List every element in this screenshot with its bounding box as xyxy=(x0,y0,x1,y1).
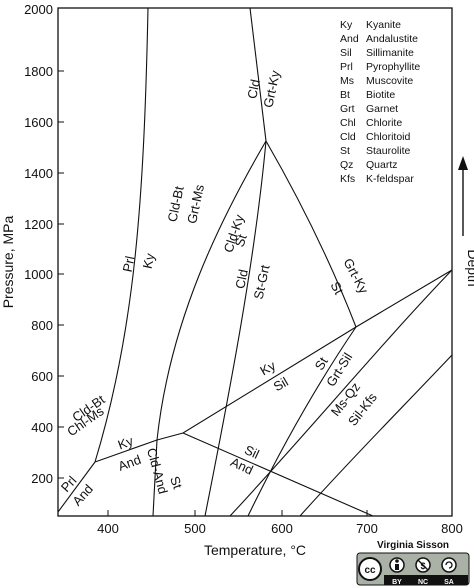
depth-arrow-head xyxy=(458,156,468,170)
license-strip xyxy=(384,575,468,585)
y-tick-200: 200 xyxy=(31,471,53,486)
x-tick-400: 400 xyxy=(97,521,119,536)
credit-author: Virginia Sisson xyxy=(377,540,449,551)
legend-name: Muscovite xyxy=(366,75,413,87)
legend-name: Sillimanite xyxy=(366,47,414,59)
license-badge: Virginia Sisson cc $ BY NC SA xyxy=(356,540,470,586)
legend-name: Garnet xyxy=(366,103,398,115)
label-cld-mid: Cld xyxy=(232,268,251,290)
curve-cld-st-grt xyxy=(204,140,267,517)
legend-abbr: Kfs xyxy=(340,173,355,185)
curve-st-grt-ky xyxy=(265,140,357,328)
legend-abbr: And xyxy=(340,33,359,45)
label-st-grt: St-Grt xyxy=(251,263,273,300)
label-st-bottom: St xyxy=(167,474,185,491)
legend-abbr: St xyxy=(340,145,350,157)
sa-icon xyxy=(441,557,457,573)
depth-label: Depth xyxy=(465,249,474,286)
reaction-curves xyxy=(57,7,453,517)
by-label: BY xyxy=(392,579,402,586)
field-labels: Prl Ky Cld-Bt Grt-Ms Cld Grt-Ky Cld-Ky S… xyxy=(58,69,380,509)
legend-abbr: Bt xyxy=(340,89,350,101)
depth-indicator: Depth xyxy=(458,156,474,287)
x-tick-700: 700 xyxy=(356,521,378,536)
x-tick-600: 600 xyxy=(271,521,293,536)
curve-cld-st-left xyxy=(152,140,267,517)
legend-abbr: Sil xyxy=(340,47,352,59)
curve-cld-grt-upper xyxy=(249,7,267,142)
y-tick-800: 800 xyxy=(31,318,53,333)
x-tick-800: 800 xyxy=(441,521,463,536)
legend-abbr: Grt xyxy=(340,103,355,115)
y-axis: 200 400 600 800 1000 1200 1400 1600 1800… xyxy=(0,2,64,486)
label-st-mid: St xyxy=(232,232,250,249)
sa-label: SA xyxy=(444,579,454,586)
curve-prl-ky xyxy=(94,7,149,463)
cc-icon-text: cc xyxy=(364,565,376,576)
plot-frame xyxy=(57,7,453,517)
legend-abbr: Cld xyxy=(340,131,356,143)
curve-ky-sil xyxy=(156,269,453,441)
y-tick-400: 400 xyxy=(31,420,53,435)
x-tick-500: 500 xyxy=(184,521,206,536)
legend-name: Pyrophyllite xyxy=(366,61,420,73)
curve-sil-kfs xyxy=(299,354,453,517)
svg-text:$: $ xyxy=(420,561,425,571)
label-grt-ky-top: Grt-Ky xyxy=(260,69,283,109)
curve-prl-and xyxy=(57,461,96,513)
y-tick-1400: 1400 xyxy=(24,166,53,181)
legend-abbr: Ky xyxy=(340,19,353,31)
legend-abbr: Ms xyxy=(340,75,354,87)
curve-ms-qz xyxy=(229,269,453,517)
cc-icon xyxy=(358,557,382,581)
x-axis: 400 500 600 700 800 Temperature, °C xyxy=(97,510,463,558)
legend-name: Biotite xyxy=(366,89,395,101)
nc-label: NC xyxy=(418,579,428,586)
curve-ky-and xyxy=(94,439,158,463)
y-tick-600: 600 xyxy=(31,369,53,384)
y-tick-1600: 1600 xyxy=(24,115,53,130)
legend-abbr: Prl xyxy=(340,61,353,73)
label-st-right: St xyxy=(327,279,346,297)
label-cld-and: Cld-And xyxy=(144,446,171,495)
label-ky-left: Ky xyxy=(140,252,158,270)
x-axis-title: Temperature, °C xyxy=(204,542,306,558)
legend-name: Chloritoid xyxy=(366,131,411,143)
curve-and-sil xyxy=(182,432,374,517)
label-prl: Prl xyxy=(120,255,138,274)
curve-st-grt-sil xyxy=(247,326,357,517)
legend: Ky Kyanite And Andalustite Sil Sillimanite Prl… xyxy=(340,19,420,185)
label-grt-ms: Grt-Ms xyxy=(184,183,207,225)
label-sil-mid: Sil xyxy=(271,374,291,394)
y-tick-1800: 1800 xyxy=(24,64,53,79)
legend-name: Quartz xyxy=(366,159,398,171)
label-ky-low: Ky xyxy=(116,433,136,452)
legend-abbr: Qz xyxy=(340,159,353,171)
label-cld-bt: Cld-Bt xyxy=(165,184,187,223)
y-tick-1000: 1000 xyxy=(24,267,53,282)
y-axis-title: Pressure, MPa xyxy=(0,215,16,308)
legend-name: Kyanite xyxy=(366,19,401,31)
label-cld-top: Cld xyxy=(244,78,263,100)
legend-name: Chlorite xyxy=(366,117,402,129)
y-tick-1200: 1200 xyxy=(24,217,53,232)
legend-name: Andalustite xyxy=(366,33,418,45)
label-and-low: And xyxy=(116,452,143,474)
legend-abbr: Chl xyxy=(340,117,356,129)
label-ky-mid: Ky xyxy=(257,358,278,379)
legend-name: Staurolite xyxy=(366,145,411,157)
label-sil-low: Sil xyxy=(242,442,262,462)
legend-name: K-feldspar xyxy=(366,173,414,185)
y-tick-2000: 2000 xyxy=(24,2,53,17)
